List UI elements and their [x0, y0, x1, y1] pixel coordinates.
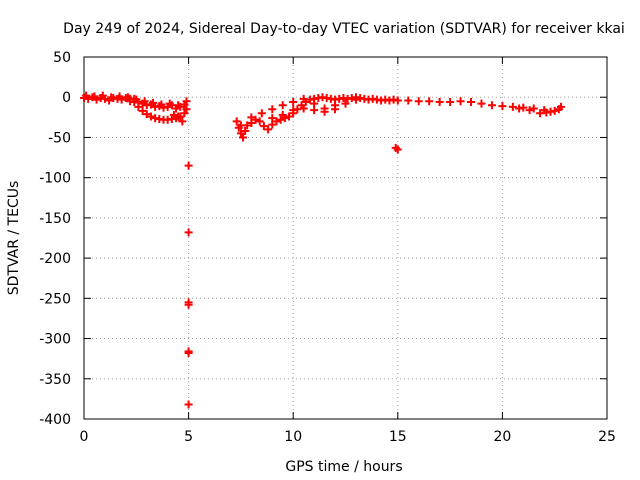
data-point: [134, 102, 143, 111]
data-point: [184, 300, 193, 309]
data-point: [268, 114, 277, 123]
data-point: [404, 96, 413, 105]
data-point: [251, 115, 260, 124]
data-point: [289, 106, 298, 115]
data-point: [90, 92, 99, 101]
x-tick-label: 10: [284, 429, 302, 445]
y-tick-label: -400: [39, 412, 71, 428]
y-tick-label: -350: [39, 372, 71, 388]
data-point: [446, 98, 455, 107]
x-tick-label: 5: [184, 429, 193, 445]
y-tick-label: -300: [39, 332, 71, 348]
data-point: [238, 133, 247, 142]
data-point: [435, 98, 444, 107]
data-point: [515, 104, 524, 113]
grid-lines: [84, 57, 607, 419]
data-point: [487, 101, 496, 110]
data-point: [556, 102, 565, 111]
data-point: [247, 113, 256, 122]
data-point: [498, 102, 507, 111]
data-point: [184, 161, 193, 170]
data-point: [272, 117, 281, 126]
y-tick-label: -50: [48, 130, 71, 146]
data-point: [142, 110, 151, 119]
y-tick-label: -150: [39, 211, 71, 227]
data-point: [98, 91, 107, 100]
data-point: [257, 109, 266, 118]
data-point: [299, 104, 308, 113]
data-point: [264, 125, 273, 134]
data-point: [278, 101, 287, 110]
y-tick-label: -100: [39, 171, 71, 187]
data-point: [285, 112, 294, 121]
data-point: [138, 106, 147, 115]
data-point: [529, 104, 538, 113]
data-point: [180, 109, 189, 118]
data-point: [320, 107, 329, 116]
data-point: [351, 95, 360, 104]
data-point: [278, 110, 287, 119]
data-point: [425, 97, 434, 106]
data-point: [456, 97, 465, 106]
data-point: [259, 122, 268, 131]
data-point: [508, 102, 517, 111]
data-point: [236, 121, 245, 130]
data-point: [289, 98, 298, 107]
data-point: [146, 112, 155, 121]
data-point: [550, 106, 559, 115]
data-point: [149, 98, 158, 107]
y-axis-label: SDTVAR / TECUs: [6, 181, 22, 296]
chart-title: Day 249 of 2024, Sidereal Day-to-day VTE…: [63, 21, 625, 37]
data-point: [299, 94, 308, 103]
data-point: [184, 228, 193, 237]
data-points: [80, 91, 565, 409]
axis-ticks: 0 5 10 15 20 25 50 0 -50 -100 -150 -200 -250 -300 -350…: [39, 50, 616, 445]
data-point: [236, 129, 245, 138]
data-point: [174, 112, 183, 121]
data-point: [182, 105, 191, 114]
x-tick-label: 15: [389, 429, 407, 445]
data-point: [184, 349, 193, 358]
data-point: [107, 93, 116, 102]
x-tick-label: 25: [598, 429, 616, 445]
data-point: [157, 100, 166, 109]
data-point: [414, 97, 423, 106]
y-tick-label: 50: [53, 50, 71, 66]
x-tick-label: 0: [80, 429, 89, 445]
data-point: [184, 400, 193, 409]
y-tick-label: -200: [39, 251, 71, 267]
data-point: [393, 96, 402, 105]
data-point: [525, 106, 534, 115]
data-point: [130, 98, 139, 107]
data-point: [140, 97, 149, 106]
data-point: [542, 108, 551, 117]
data-point: [182, 97, 191, 106]
data-point: [82, 91, 91, 100]
data-point: [268, 105, 277, 114]
data-point: [241, 127, 250, 136]
y-tick-label: 0: [62, 90, 71, 106]
data-point: [341, 99, 350, 108]
y-tick-label: -250: [39, 291, 71, 307]
data-point: [477, 99, 486, 108]
data-point: [331, 101, 340, 110]
data-point: [178, 117, 187, 126]
x-tick-label: 20: [493, 429, 511, 445]
data-point: [174, 101, 183, 110]
data-point: [255, 117, 264, 126]
data-point: [126, 94, 135, 103]
data-point: [232, 117, 241, 126]
data-point: [467, 98, 476, 107]
data-point: [115, 92, 124, 101]
x-axis-label: GPS time / hours: [285, 459, 402, 475]
data-point: [393, 145, 402, 154]
plot-frame: [83, 56, 608, 420]
data-point: [276, 115, 285, 124]
data-point: [310, 106, 319, 115]
data-point: [169, 110, 178, 119]
data-point: [165, 99, 174, 108]
